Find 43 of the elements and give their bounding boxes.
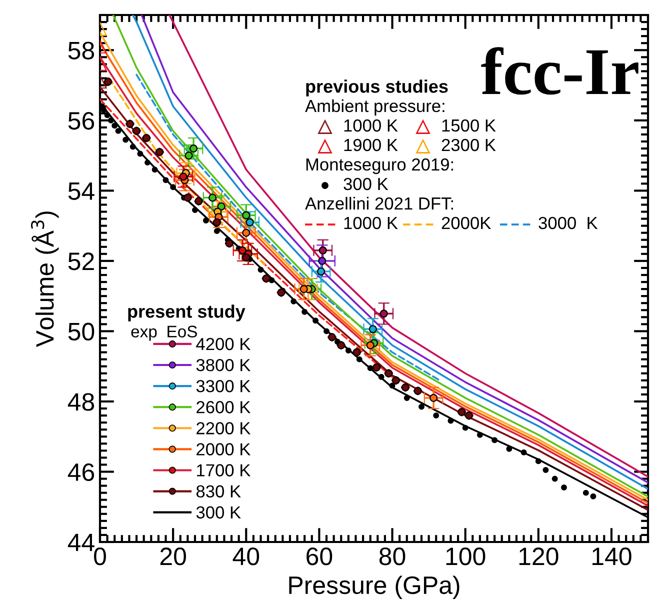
x-tick-label: 120: [519, 548, 558, 566]
x-tick-label: 100: [446, 548, 486, 566]
legend-label: 1000 K: [344, 216, 398, 230]
legend-label: 830 K: [196, 485, 241, 498]
x-tick-label: 140: [592, 548, 632, 566]
legend-label: 3000 K: [538, 216, 598, 230]
legend-label: 2000K: [442, 216, 492, 230]
legend-label: 1500 K: [442, 119, 496, 132]
legend-label: 300 K: [344, 178, 388, 190]
y-tick-label: 44: [68, 534, 94, 552]
legend-label: 2000 K: [196, 443, 251, 456]
y-tick-label: 58: [68, 42, 94, 60]
legend-label: 4200 K: [196, 338, 251, 350]
x-tick-label: 20: [160, 548, 186, 566]
annotation: Ambient pressure:: [305, 99, 444, 116]
legend-label: 1700 K: [197, 464, 251, 476]
legend-label: 2200 K: [196, 422, 251, 434]
y-tick-label: 54: [68, 182, 94, 200]
legend-label: 300 K: [196, 506, 241, 519]
legend-label: 3300 K: [196, 380, 251, 392]
x-tick-label: 60: [306, 548, 332, 566]
y-tick-label: 50: [68, 322, 94, 341]
legend-label: 1900 K: [344, 138, 398, 152]
legend-label: 3800 K: [196, 358, 251, 372]
legend-label: 2600 K: [196, 401, 251, 414]
annotation: Anzellini 2021 DFT:: [305, 196, 453, 210]
x-tick-label: 40: [232, 548, 260, 566]
y-tick-label: 48: [68, 393, 94, 411]
annotation: exp: [131, 328, 157, 341]
legend-label: 1000 K: [344, 119, 398, 132]
annotation: EoS: [168, 326, 197, 338]
annotation: present study: [128, 304, 246, 322]
annotation: previous studies: [306, 80, 448, 96]
y-axis-title: Volume (Å$^{3}$): [31, 212, 59, 348]
x-axis-title: Pressure (GPa): [289, 576, 460, 600]
chart-title: fcc-Ir: [481, 47, 638, 95]
x-tick-label: 80: [379, 548, 406, 566]
legend-label: 2300 K: [442, 138, 496, 152]
y-tick-label: 46: [68, 463, 94, 482]
y-tick-label: 52: [68, 252, 94, 270]
annotation: Monteseguro 2019:: [306, 158, 454, 174]
x-tick-label: 0: [94, 548, 106, 566]
y-tick-label: 56: [68, 112, 94, 130]
